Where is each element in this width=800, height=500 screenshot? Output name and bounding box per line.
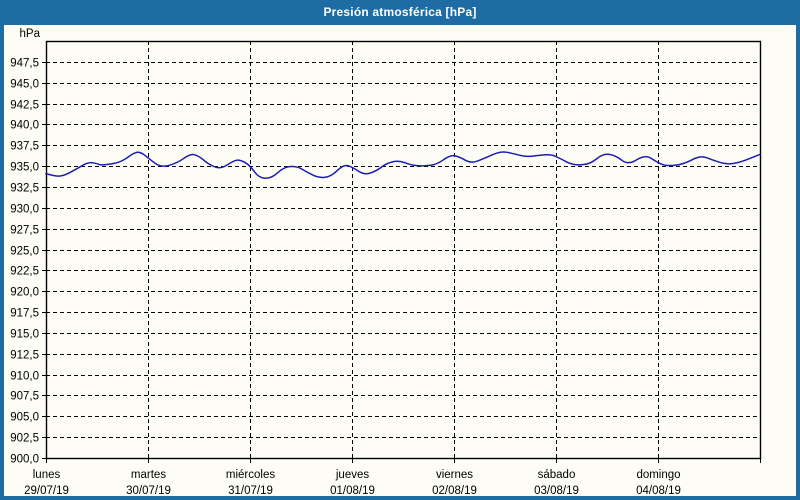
y-tick-label: 910,0 xyxy=(10,371,39,383)
day-date-label: 29/07/19 xyxy=(24,485,69,496)
y-tick-label: 932,5 xyxy=(10,183,39,195)
pressure-chart-svg: 947,5 945,0 942,5 940,0 937,5 935,0 932,5 930,0… xyxy=(10,28,762,496)
day-name-label: lunes xyxy=(33,469,61,481)
day-date-label: 30/07/19 xyxy=(126,485,171,496)
y-tick-label: 927,5 xyxy=(10,225,39,237)
day-name-label: domingo xyxy=(636,469,680,481)
day-date-label: 31/07/19 xyxy=(228,485,273,496)
day-name-label: viernes xyxy=(436,469,473,481)
day-name-label: sábado xyxy=(538,469,576,481)
y-tick-label: 905,0 xyxy=(10,412,39,424)
y-tick-label: 920,0 xyxy=(10,287,39,299)
y-tick-label: 940,0 xyxy=(10,120,39,132)
day-date-label: 04/08/19 xyxy=(636,485,681,496)
title-bar: Presión atmosférica [hPa] xyxy=(4,0,796,25)
day-name-label: miércoles xyxy=(226,469,275,481)
y-tick-label: 922,5 xyxy=(10,266,39,278)
y-tick-label: 937,5 xyxy=(10,141,39,153)
y-unit-label: hPa xyxy=(20,28,41,40)
y-tick-label: 945,0 xyxy=(10,79,39,91)
y-tick-label: 912,5 xyxy=(10,350,39,362)
y-tick-label: 947,5 xyxy=(10,58,39,70)
day-date-label: 01/08/19 xyxy=(330,485,375,496)
y-tick-label: 942,5 xyxy=(10,100,39,112)
y-tick-label: 930,0 xyxy=(10,204,39,216)
pressure-line xyxy=(45,151,761,179)
chart-area: 947,5 945,0 942,5 940,0 937,5 935,0 932,5 930,0… xyxy=(4,25,796,496)
y-tick-label: 925,0 xyxy=(10,246,39,258)
y-tick-label: 902,5 xyxy=(10,433,39,445)
y-tick-label: 900,0 xyxy=(10,454,39,466)
y-tick-label: 915,0 xyxy=(10,329,39,341)
day-date-label: 02/08/19 xyxy=(432,485,477,496)
y-tick-label: 917,5 xyxy=(10,308,39,320)
chart-title: Presión atmosférica [hPa] xyxy=(323,5,477,19)
plot-frame xyxy=(45,40,762,460)
day-name-label: jueves xyxy=(335,469,369,481)
day-name-label: martes xyxy=(131,469,166,481)
y-tick-label: 907,5 xyxy=(10,391,39,403)
y-tick-label: 935,0 xyxy=(10,162,39,174)
day-date-label: 03/08/19 xyxy=(534,485,579,496)
